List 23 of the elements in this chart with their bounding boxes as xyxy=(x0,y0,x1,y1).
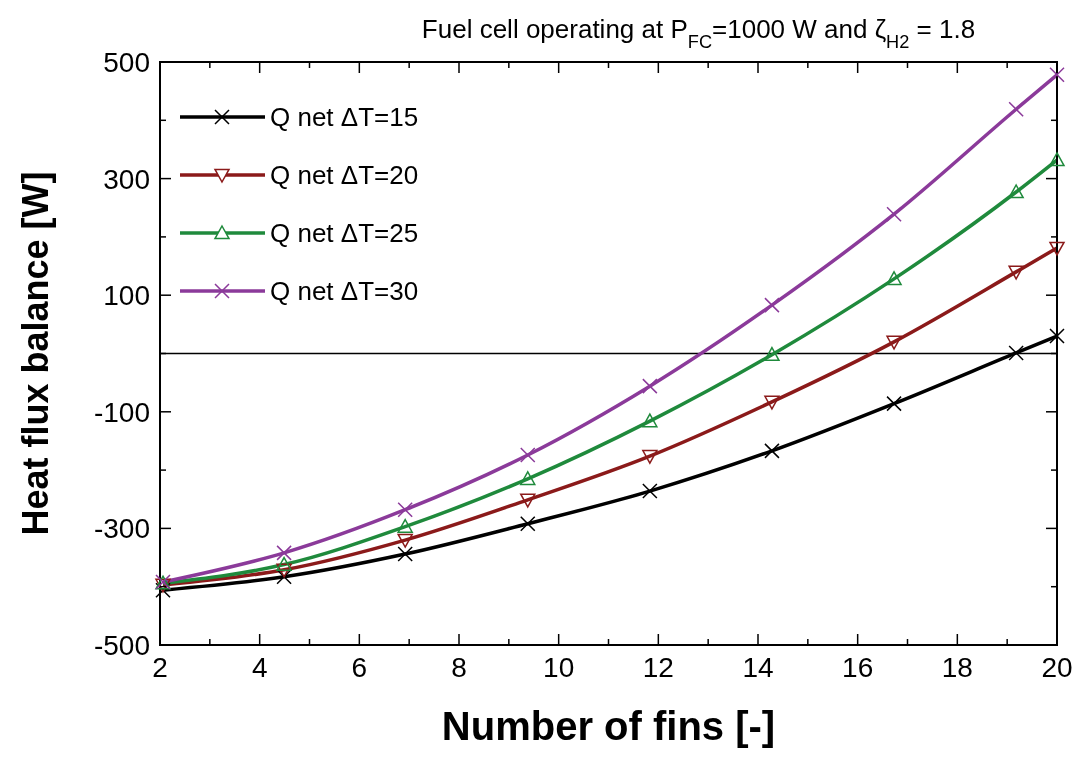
x-tick-label: 10 xyxy=(543,652,575,683)
chart-title: Fuel cell operating at P$_{FC}$=1000 W and ζ$_{H2}$ = 1.8 xyxy=(421,14,976,52)
y-tick-label: 300 xyxy=(103,163,150,195)
x-tick-label: 16 xyxy=(842,652,874,683)
x-tick-label: 6 xyxy=(351,652,368,683)
x-axis-title: Number of fins [-] xyxy=(441,704,776,748)
y-tick-label: -500 xyxy=(93,630,150,661)
y-axis-title: Heat flux balance [W] xyxy=(15,171,56,536)
x-tick-label: 12 xyxy=(642,652,674,683)
legend-label: Q net ΔT=30 xyxy=(270,276,419,306)
x-tick-label: 20 xyxy=(1041,652,1073,683)
x-tick-label: 8 xyxy=(451,652,467,683)
y-tick-label: -300 xyxy=(93,513,150,545)
x-tick-label: 18 xyxy=(941,652,973,683)
y-tick-label: -100 xyxy=(93,396,150,428)
legend-label: Q net ΔT=20 xyxy=(270,160,419,190)
legend-label: Q net ΔT=15 xyxy=(270,102,419,132)
x-tick-label: 14 xyxy=(742,652,774,683)
x-tick-label: 2 xyxy=(152,652,168,683)
x-tick-label: 4 xyxy=(251,652,268,683)
y-tick-label: 100 xyxy=(103,280,150,312)
y-tick-label: 500 xyxy=(103,47,150,78)
legend-label: Q net ΔT=25 xyxy=(270,218,419,248)
